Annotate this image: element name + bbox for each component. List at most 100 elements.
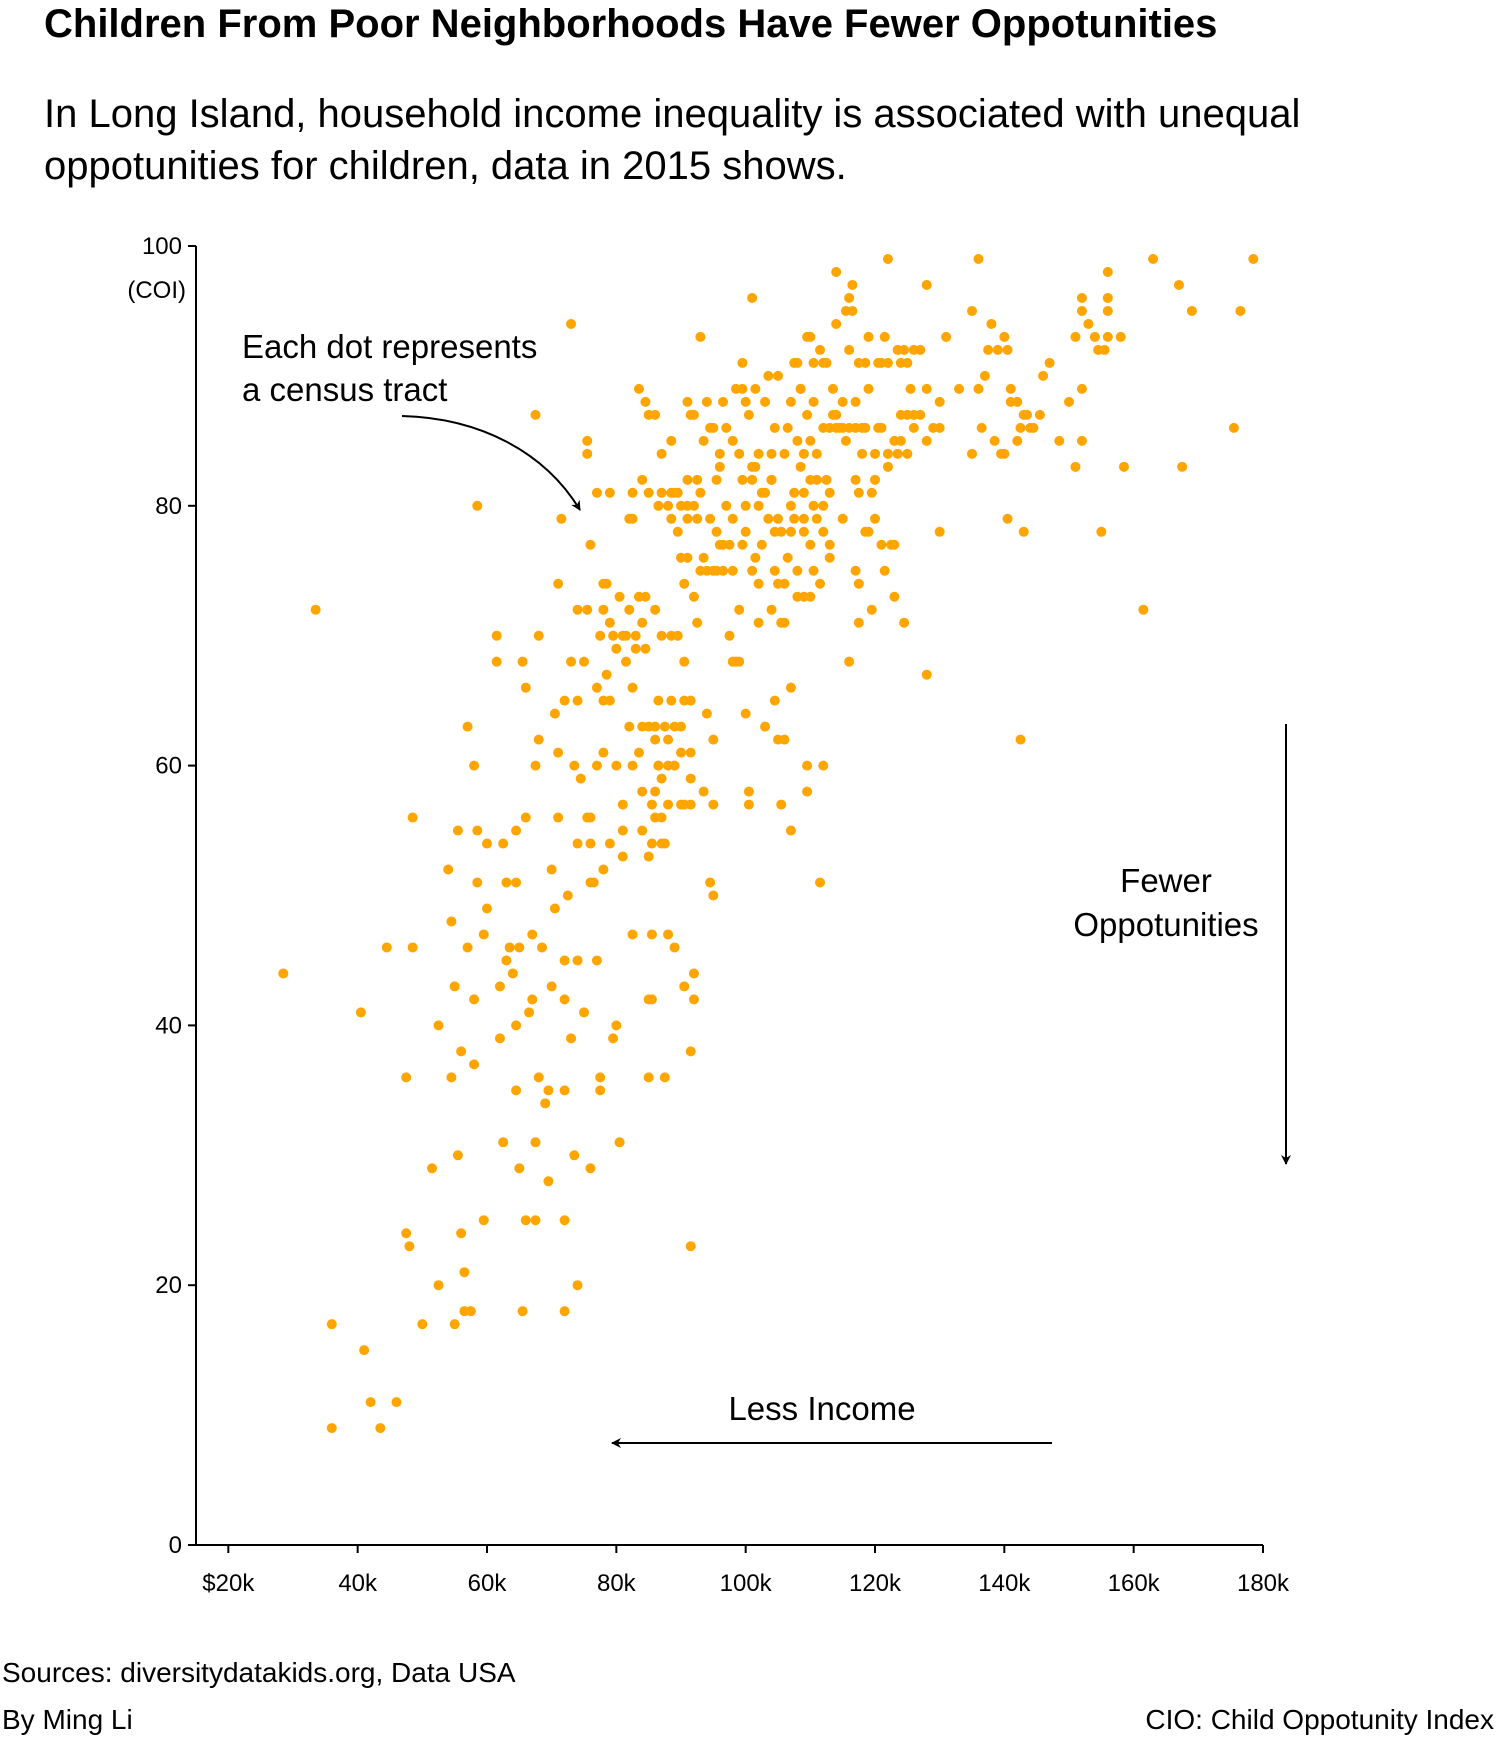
census-tract-dot [650,721,661,732]
census-tract-dot [802,409,813,420]
census-tract-dot [640,643,651,654]
census-tract-dot [724,630,735,641]
census-tract-dot [556,513,567,524]
census-tract-dot [543,1176,554,1187]
census-tract-dot [1005,383,1016,394]
census-tract-dot [598,864,609,875]
census-tract-dot [604,487,615,498]
census-tract-dot [857,448,868,459]
census-tract-dot [685,1046,696,1057]
census-tract-dot [646,838,657,849]
census-tract-dot [1235,305,1246,316]
census-tract-dot [326,1319,337,1330]
census-tract-dot [595,1085,606,1096]
census-tract-dot [753,500,764,511]
census-tract-dot [747,292,758,303]
census-tract-dot [921,435,932,446]
census-tract-dot [760,487,771,498]
census-tract-dot [637,474,648,485]
census-tract-dot [695,331,706,342]
census-tract-dot [611,643,622,654]
census-tract-dot [905,383,916,394]
census-tract-dot [643,1072,654,1083]
census-tract-dot [853,578,864,589]
census-tract-dot [721,422,732,433]
census-tract-dot [718,396,729,407]
census-tract-dot [1102,292,1113,303]
census-tract-dot [443,864,454,875]
census-tract-dot [633,383,644,394]
y-ticks: 0 20 40 60 80 100 [142,233,196,1559]
census-tract-dot [650,734,661,745]
census-tract-dot [860,357,871,368]
census-tract-dot [844,344,855,355]
census-tract-dot [546,981,557,992]
census-tract-dot [782,552,793,563]
census-tract-dot [543,1085,554,1096]
census-tract-dot [643,851,654,862]
census-tract-dot [1012,396,1023,407]
census-tract-dot [672,630,683,641]
census-tract-dot [504,942,515,953]
census-tract-dot [591,760,602,771]
census-tract-dot [407,812,418,823]
census-tract-dot [659,721,670,732]
census-tract-dot [863,331,874,342]
census-tract-dot [494,981,505,992]
census-tract-dot [934,396,945,407]
census-tract-dot [533,734,544,745]
census-tract-dot [533,630,544,641]
census-tract-dot [818,526,829,537]
census-tract-dot [1012,435,1023,446]
census-tract-dot [714,448,725,459]
census-tract-dot [844,292,855,303]
census-tract-dot [908,422,919,433]
census-tract-dot [401,1072,412,1083]
census-tract-dot [1021,409,1032,420]
census-tract-dot [559,1306,570,1317]
census-tract-dot [802,760,813,771]
census-tract-dot [1038,370,1049,381]
census-tract-dot [721,500,732,511]
census-tract-dot [789,513,800,524]
census-tract-dot [621,656,632,667]
x-tick-label: 120k [849,1570,902,1597]
census-tract-dot [1115,331,1126,342]
census-tract-dot [769,422,780,433]
census-tract-dot [853,617,864,628]
census-tract-dot [666,435,677,446]
census-tract-dot [676,721,686,732]
census-tract-dot [815,877,826,888]
census-tract-dot [879,331,890,342]
census-tract-dot [798,513,809,524]
census-tract-dot [553,747,564,758]
census-tract-dot [682,513,693,524]
census-tract-dot [776,526,787,537]
y-tick-label: 0 [169,1532,182,1559]
y-axis-unit-label: (COI) [127,277,186,304]
census-tract-dot [530,760,541,771]
census-tract-dot [831,266,842,277]
census-tract-dot [553,812,564,823]
census-tract-dot [818,500,829,511]
x-tick-label: 140k [978,1570,1031,1597]
census-tract-dot [821,474,832,485]
census-tract-dot [446,916,457,927]
census-tract-dot [572,1280,583,1291]
census-tract-dot [921,383,932,394]
census-tract-dot [530,1215,541,1226]
annotations: Each dot represents a census tract Fewer… [242,328,1291,1448]
census-tract-dot [750,383,761,394]
census-tract-dot [452,1150,463,1161]
census-tract-dot [701,396,712,407]
census-tract-dot [536,942,547,953]
census-tract-dot [1064,396,1074,407]
census-tract-dot [572,604,583,615]
census-tract-dot [582,604,593,615]
census-tract-dot [792,435,803,446]
census-tract-dot [1002,513,1013,524]
census-tract-dot [469,994,480,1005]
census-tract-dot [585,539,596,550]
census-tract-dot [520,682,531,693]
census-tract-dot [656,812,667,823]
